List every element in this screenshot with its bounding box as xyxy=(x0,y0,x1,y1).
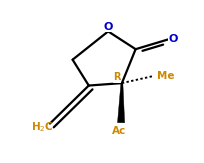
Text: Me: Me xyxy=(157,71,174,81)
Polygon shape xyxy=(117,83,124,123)
Text: H$_2$C: H$_2$C xyxy=(30,120,53,134)
Text: O: O xyxy=(103,22,112,32)
Text: Ac: Ac xyxy=(111,126,125,136)
Text: R: R xyxy=(113,73,120,82)
Text: O: O xyxy=(168,34,177,44)
